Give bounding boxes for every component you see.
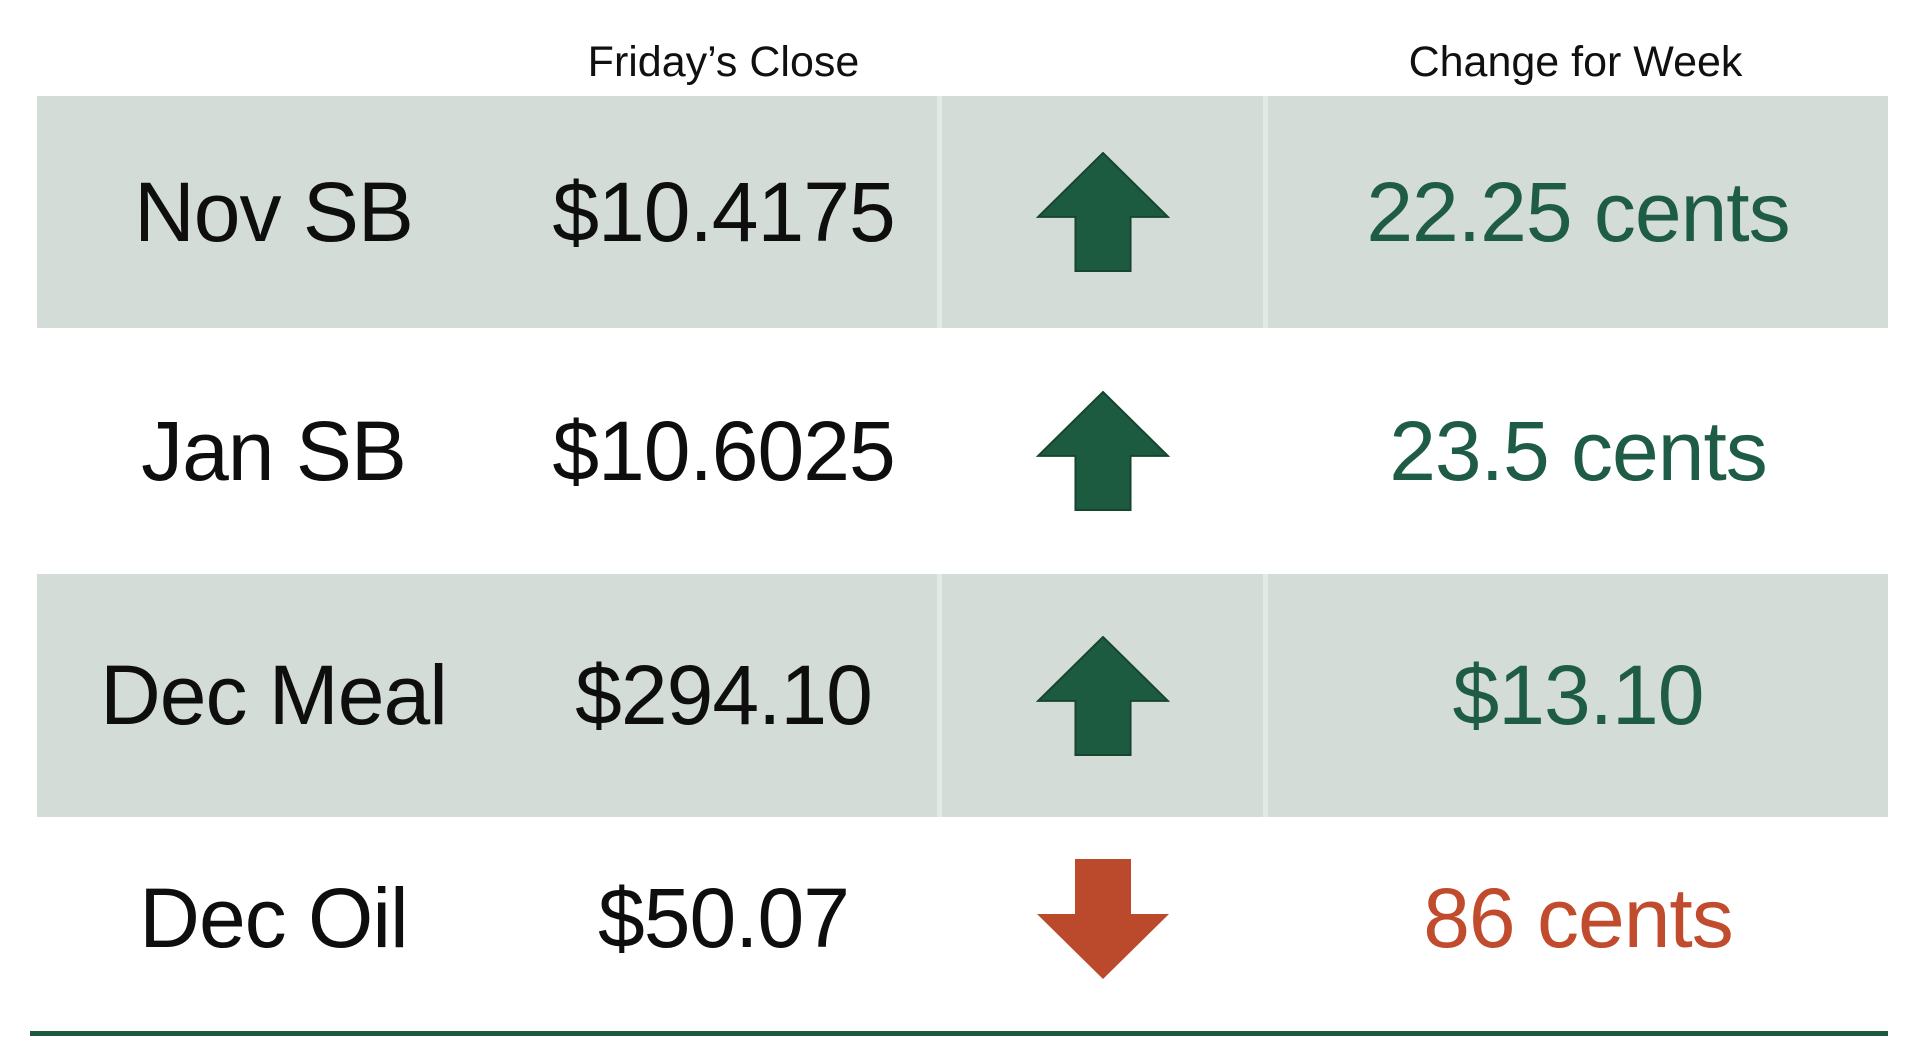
down-arrow-icon (1036, 853, 1170, 985)
weekly-change: 22.25 cents (1263, 96, 1888, 328)
table-row: Dec Meal $294.10 $13.10 (37, 574, 1888, 817)
up-arrow-icon (1035, 635, 1170, 756)
up-arrow-icon (1035, 391, 1170, 511)
bottom-divider-line (30, 1031, 1888, 1036)
direction-cell (937, 328, 1263, 574)
weekly-change: 23.5 cents (1389, 403, 1768, 498)
contract-label: Jan SB (141, 403, 407, 498)
contract-label: Dec Meal (37, 574, 510, 817)
contract-label: Dec Oil (139, 871, 408, 965)
table-row: Jan SB $10.6025 23.5 cents (37, 328, 1888, 574)
close-price: $10.4175 (510, 96, 937, 328)
close-column-header: Friday’s Close (587, 37, 860, 86)
weekly-change: $13.10 (1263, 574, 1888, 817)
change-column-header: Change for Week (1408, 37, 1743, 86)
weekly-change: 86 cents (1423, 871, 1734, 965)
futures-price-table: Nov SB $10.4175 22.25 cents Jan SB $10.6… (37, 96, 1888, 1020)
close-price: $294.10 (510, 574, 937, 817)
table-row: Dec Oil $50.07 86 cents (37, 817, 1888, 1020)
close-price: $10.6025 (552, 403, 895, 498)
direction-cell (937, 96, 1263, 328)
close-price: $50.07 (598, 871, 850, 965)
contract-label: Nov SB (37, 96, 510, 328)
direction-cell (937, 817, 1263, 1020)
up-arrow-icon (1035, 152, 1170, 272)
table-header: Friday’s Close Change for Week (37, 0, 1888, 96)
direction-cell (937, 574, 1263, 817)
table-row: Nov SB $10.4175 22.25 cents (37, 96, 1888, 328)
